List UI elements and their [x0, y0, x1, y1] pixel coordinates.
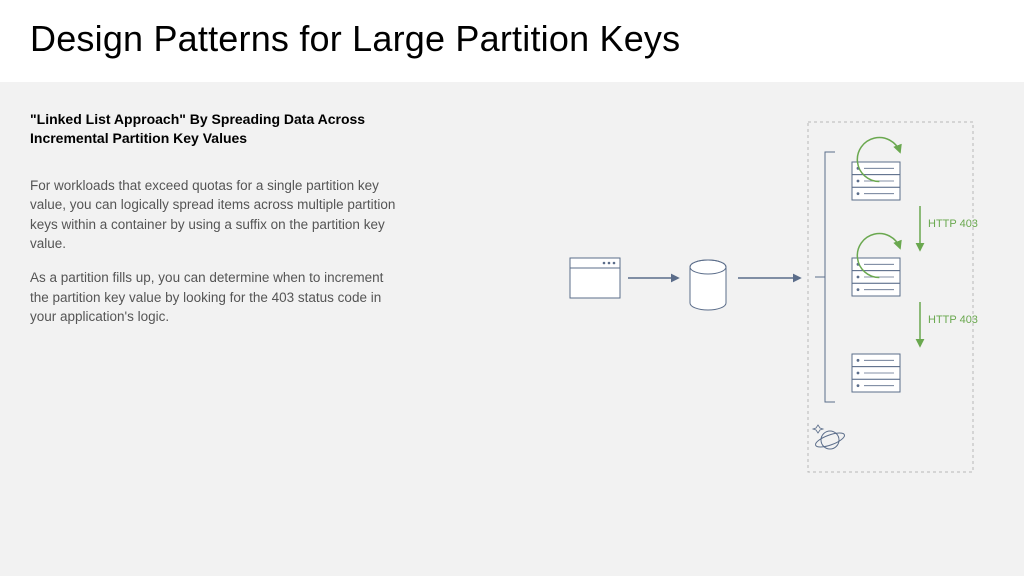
http-403-label: HTTP 403 [928, 314, 978, 326]
partition-bracket [815, 152, 835, 402]
paragraph-1: For workloads that exceed quotas for a s… [30, 176, 400, 254]
architecture-diagram [400, 110, 1000, 530]
partition-3 [852, 354, 900, 392]
paragraph-2: As a partition fills up, you can determi… [30, 268, 400, 327]
subtitle: "Linked List Approach" By Spreading Data… [30, 110, 400, 148]
client-app-icon [570, 258, 620, 298]
slide-body: "Linked List Approach" By Spreading Data… [0, 82, 1024, 576]
slide-title: Design Patterns for Large Partition Keys [30, 18, 994, 60]
http-403-label: HTTP 403 [928, 218, 978, 230]
diagram-column: HTTP 403 HTTP 403 [400, 110, 1004, 558]
slide-header: Design Patterns for Large Partition Keys [0, 0, 1024, 82]
text-column: "Linked List Approach" By Spreading Data… [30, 110, 400, 558]
